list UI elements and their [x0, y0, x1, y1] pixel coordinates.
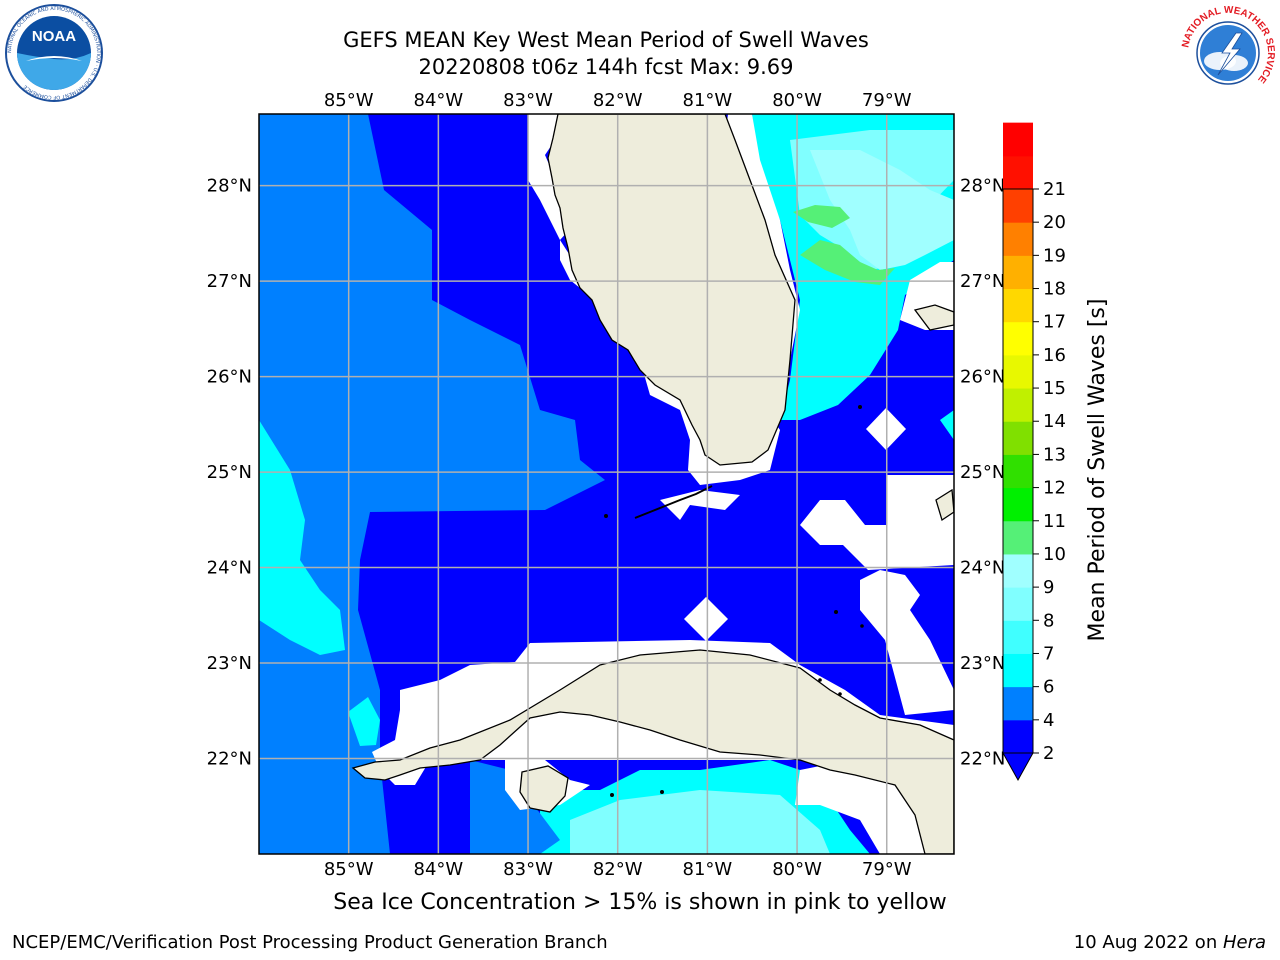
lon-label-top: 85°W: [324, 90, 374, 111]
footer-date-text: 10 Aug 2022 on: [1073, 932, 1223, 953]
colorbar-tick-label: 15: [1043, 378, 1066, 399]
period-4-6s-patch-west: [259, 420, 345, 655]
footer-credit: NCEP/EMC/Verification Post Processing Pr…: [12, 932, 608, 953]
colorbar-swatch: [1003, 189, 1033, 223]
colorbar-swatch: [1003, 421, 1033, 455]
lat-label-left: 27°N: [207, 271, 252, 292]
colorbar-swatch: [1003, 122, 1033, 157]
lon-label-top: 82°W: [593, 90, 643, 111]
period-8-9s-patch-atlantic: [810, 150, 954, 270]
colorbar-swatch: [1003, 487, 1033, 522]
colorbar-swatch: [1003, 388, 1033, 422]
colorbar-tick-label: 18: [1043, 279, 1066, 300]
colorbar-swatch: [1003, 587, 1033, 621]
lat-label-right: 22°N: [960, 749, 1005, 770]
period-4-6s-patch-east: [940, 410, 954, 440]
colorbar-swatch: [1003, 222, 1033, 256]
lon-label-bottom: 84°W: [414, 859, 464, 880]
florida-keys: [634, 485, 713, 519]
colorbar-tick-label: 6: [1043, 677, 1054, 698]
small-islands: [604, 405, 864, 797]
lon-label-bottom: 79°W: [862, 859, 912, 880]
colorbar-extend-arrow: [1002, 752, 1034, 782]
lon-label-bottom: 82°W: [593, 859, 643, 880]
lat-label-right: 28°N: [960, 176, 1005, 197]
colorbar-swatch: [1003, 288, 1033, 323]
colorbar-swatch: [1003, 255, 1033, 290]
colorbar-swatch: [1003, 620, 1033, 654]
period-2-4s-band-south: [470, 760, 560, 854]
colorbar-tick-label: 13: [1043, 444, 1066, 465]
period-9-10s-patch-1: [793, 205, 850, 228]
isla-de-la-juventud: [519, 765, 569, 813]
colorbar-tick-label: 7: [1043, 643, 1054, 664]
period-7-8s-patch-south: [570, 790, 830, 854]
chart-title: GEFS MEAN Key West Mean Period of Swell …: [343, 28, 869, 52]
sea-ice-caption: Sea Ice Concentration > 15% is shown in …: [333, 890, 947, 915]
lon-label-bottom: 81°W: [683, 859, 733, 880]
lat-label-right: 24°N: [960, 558, 1005, 579]
colorbar-tick-label: 9: [1043, 577, 1054, 598]
colorbar-tick-label: 17: [1043, 312, 1066, 333]
colorbar-tick-label: 12: [1043, 478, 1066, 499]
chart-subtitle: 20220808 t06z 144h fcst Max: 9.69: [418, 55, 794, 79]
lon-label-top: 80°W: [772, 90, 822, 111]
colorbar-tick-label: 20: [1043, 212, 1066, 233]
lon-label-top: 79°W: [862, 90, 912, 111]
grand-bahama-island: [913, 304, 954, 331]
colorbar-swatch: [1003, 321, 1033, 356]
colorbar-swatch: [1003, 719, 1033, 754]
lat-label-left: 26°N: [207, 367, 252, 388]
lat-label-right: 26°N: [960, 367, 1005, 388]
lat-label-left: 24°N: [207, 558, 252, 579]
period-2-4s-band-west: [259, 114, 605, 854]
colorbar-swatch: [1003, 454, 1033, 489]
lon-label-top: 84°W: [414, 90, 464, 111]
longitude-labels: 85°W 85°W 84°W 84°W 83°W 83°W 82°W 82°W 81°W 81°W…: [324, 90, 912, 880]
colorbar-tick-label: 2: [1043, 743, 1054, 764]
colorbar-tick-label: 11: [1043, 511, 1066, 532]
colorbar-tick-label: 8: [1043, 610, 1054, 631]
lon-label-bottom: 85°W: [324, 859, 374, 880]
latitude-labels: 28°N 28°N 27°N 27°N 26°N 26°N 25°N 25°N 24°N 24°N…: [207, 176, 1006, 770]
lon-label-bottom: 80°W: [772, 859, 822, 880]
colorbar-swatch: [1003, 354, 1033, 389]
lat-label-left: 25°N: [207, 462, 252, 483]
colorbar-tick-label: 19: [1043, 245, 1066, 266]
map-frame: [258, 113, 955, 855]
colorbar-swatch: [1003, 553, 1033, 588]
footer-date: 10 Aug 2022 on Hera: [1074, 932, 1266, 953]
colorbar-tick-label: 4: [1043, 710, 1054, 731]
colorbar-swatch: [1003, 155, 1033, 190]
lat-label-left: 23°N: [207, 653, 252, 674]
colorbar-label: Mean Period of Swell Waves [s]: [1085, 299, 1110, 642]
svg-text:NOAA: NOAA: [32, 28, 76, 45]
colorbar: 2 4 6 7 8 9 10 11 12 13 14 15 16 17 18 19 20 21: [1002, 122, 1066, 782]
footer-host: Hera: [1222, 932, 1266, 953]
colorbar-swatch: [1003, 520, 1033, 555]
period-4-6s-patch-sw: [348, 697, 380, 746]
colorbar-tick-label: 21: [1043, 179, 1066, 200]
lat-label-left: 28°N: [207, 176, 252, 197]
lon-label-bottom: 83°W: [503, 859, 553, 880]
period-9-10s-patch-2: [800, 240, 895, 285]
lat-label-right: 25°N: [960, 462, 1005, 483]
cuba-landmass: [351, 649, 954, 854]
lat-label-right: 23°N: [960, 653, 1005, 674]
colorbar-swatch: [1003, 653, 1033, 688]
colorbar-tick-label: 16: [1043, 345, 1066, 366]
lat-label-left: 22°N: [207, 749, 252, 770]
lon-label-top: 83°W: [503, 90, 553, 111]
graticule: [259, 114, 954, 854]
lon-label-top: 81°W: [683, 90, 733, 111]
colorbar-tick-label: 14: [1043, 411, 1066, 432]
noaa-logo-icon: NOAA NATIONAL OCEANIC AND ATMOSPHERIC AD…: [5, 4, 103, 102]
nws-logo-icon: NATIONAL WEATHER SERVICE: [1180, 5, 1276, 101]
lat-label-right: 27°N: [960, 271, 1005, 292]
colorbar-frame: [1002, 188, 1034, 754]
colorbar-swatch: [1003, 686, 1033, 721]
colorbar-tick-label: 10: [1043, 544, 1066, 565]
andros-island: [935, 488, 954, 522]
